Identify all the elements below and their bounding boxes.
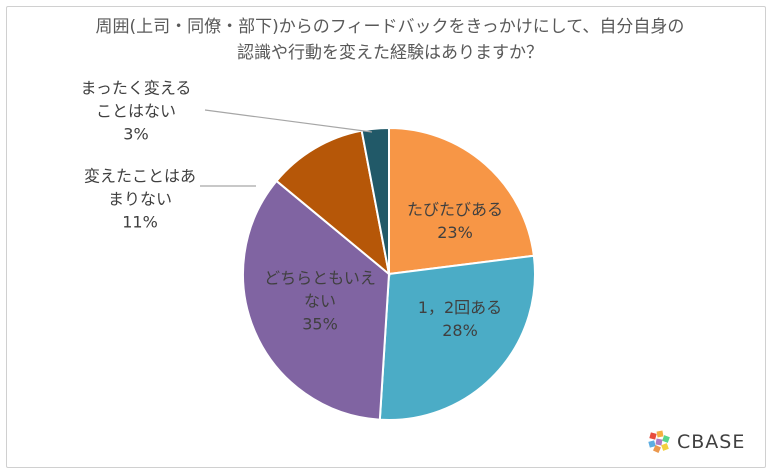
slice-value-label: 23%	[437, 223, 473, 242]
brand-logo: CBASE	[646, 427, 745, 457]
slice-value-label: 11%	[122, 213, 158, 232]
slice-category-label: まったく変える	[81, 79, 192, 98]
slice-label-1: 1，2回ある 28%	[418, 298, 502, 340]
cbase-logo-icon	[646, 429, 672, 455]
slice-category-label: 1，2回ある	[418, 298, 502, 317]
pie-slice-1	[378, 254, 536, 421]
brand-name: CBASE	[677, 431, 746, 453]
pie-slice-0	[388, 126, 535, 276]
slice-category-label: まりない	[108, 190, 172, 209]
chart-title: 周囲(上司・同僚・部下)からのフィードバックをきっかけにして、自分自身の認識や行…	[95, 17, 685, 63]
slice-category-label: 変えたことはあ	[84, 167, 196, 186]
slice-category-label: ない	[304, 292, 336, 311]
slice-category-label: ことはない	[96, 102, 176, 121]
leader-line-4	[204, 109, 373, 133]
slice-label-0: たびたびある 23%	[407, 200, 503, 242]
slice-value-label: 28%	[442, 321, 478, 340]
slice-category-label: どちらともいえ	[264, 269, 376, 288]
pie-slice-3	[275, 129, 391, 277]
pie-slice-2	[242, 179, 391, 421]
slice-value-label: 3%	[123, 125, 148, 144]
slice-category-label: たびたびある	[407, 200, 503, 219]
slice-value-label: 35%	[302, 315, 338, 334]
